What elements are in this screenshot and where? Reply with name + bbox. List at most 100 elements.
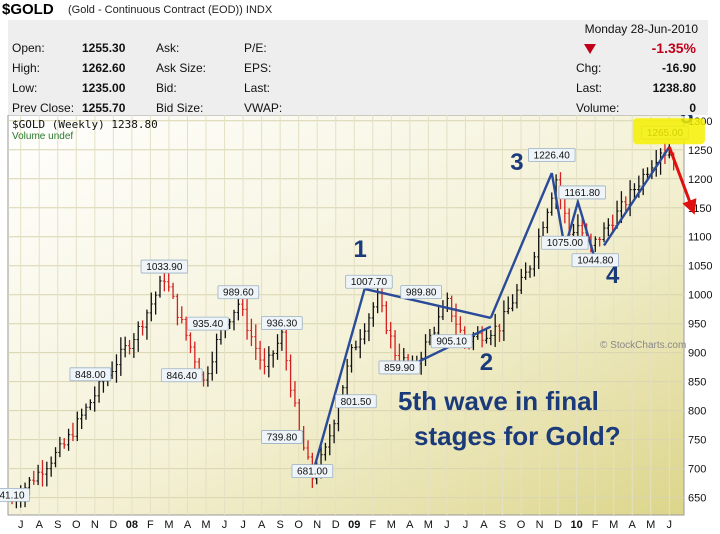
price-bar: [323, 442, 328, 461]
y-tick-label: 700: [688, 464, 706, 476]
price-bar: [515, 283, 519, 309]
y-axis: 6507007508008509009501000105011001150120…: [688, 116, 712, 505]
y-tick-label: 950: [688, 319, 706, 331]
price-bar: [136, 321, 140, 352]
price-bar: [236, 297, 240, 321]
price-bar: [537, 228, 541, 270]
price-bar: [140, 320, 145, 336]
price-label-text: 848.00: [75, 370, 106, 381]
price-bar: [84, 403, 88, 420]
x-tick-label: O: [72, 519, 81, 531]
price-label-text: 739.80: [267, 433, 298, 444]
down-arrow-icon: [584, 44, 596, 54]
price-bar: [328, 424, 332, 456]
y-tick-label: 900: [688, 348, 706, 360]
x-tick-label: N: [313, 519, 321, 531]
price-bar: [258, 340, 262, 370]
price-bar: [349, 344, 354, 373]
price-label-box: [187, 316, 229, 331]
price-label-box: [160, 368, 203, 383]
price-label-text: 1033.90: [146, 262, 183, 273]
x-tick-label: A: [258, 519, 266, 531]
wave-number: 1: [354, 236, 367, 263]
price-bar: [624, 196, 628, 212]
y-tick-label: 1250: [688, 145, 712, 157]
x-tick-label: S: [54, 519, 61, 531]
price-bar: [75, 411, 79, 442]
price-bar: [149, 292, 153, 322]
price-label-box: [217, 285, 260, 300]
open-value: 1255.30: [82, 41, 126, 55]
y-tick-label: 650: [688, 493, 706, 505]
price-bar: [184, 316, 188, 341]
price-bar: [262, 348, 267, 375]
x-tick-label: J: [444, 519, 450, 531]
price-chart: 41.10 848.00 1033.90 935.40 846.40 989.60 936.…: [0, 115, 712, 531]
price-bar: [602, 222, 606, 243]
price-bar: [389, 321, 393, 349]
price-bar: [528, 265, 532, 278]
y-tick-label: 750: [688, 435, 706, 447]
price-label-box: [140, 259, 189, 274]
price-label: 801.50: [335, 394, 377, 409]
price-bar: [371, 302, 375, 327]
last-label-left: Last:: [244, 81, 271, 95]
x-tick-label: M: [424, 519, 433, 531]
price-label-box: [430, 334, 473, 349]
price-bar: [214, 333, 219, 374]
price-bar: [593, 236, 597, 252]
price-label-text: 905.10: [436, 337, 467, 348]
price-bar: [188, 332, 193, 354]
price-label: 681.00: [291, 464, 334, 479]
legend-volume: Volume undef: [12, 131, 73, 142]
prev-close-value: 1255.70: [82, 101, 126, 115]
price-bar: [36, 464, 40, 486]
pe-label: P/E:: [244, 41, 267, 55]
price-bar: [484, 329, 489, 344]
price-label: 41.10: [0, 488, 30, 502]
price-bar: [66, 428, 71, 451]
price-bar: [598, 236, 602, 247]
price-label-box: [558, 185, 606, 200]
price-bar: [53, 447, 58, 468]
price-label-text: 989.80: [406, 288, 437, 299]
price-bar: [145, 309, 149, 340]
price-bar: [71, 422, 75, 442]
price-label: 1075.00: [541, 235, 589, 250]
price-bar: [497, 323, 502, 342]
y-tick-label: 1050: [688, 261, 712, 273]
price-label-text: 989.60: [223, 288, 254, 299]
price-label-text: 859.90: [384, 363, 415, 374]
x-tick-label: S: [499, 519, 506, 531]
price-bar: [114, 354, 119, 383]
price-bar: [175, 293, 180, 326]
x-tick-label: J: [18, 519, 24, 531]
watermark: © StockCharts.com: [600, 340, 686, 351]
price-label-box: [261, 316, 303, 331]
price-bar: [167, 270, 171, 292]
price-bar: [519, 268, 523, 294]
price-bar: [49, 456, 53, 477]
x-tick-label: A: [406, 519, 414, 531]
y-tick-label: 1000: [688, 290, 712, 302]
price-bar: [358, 329, 362, 359]
x-tick-label: N: [91, 519, 99, 531]
percent-change: -1.35%: [651, 40, 696, 56]
x-tick-label: O: [294, 519, 303, 531]
price-bar: [267, 346, 271, 378]
price-label-text: 935.40: [193, 319, 224, 330]
x-tick-label: N: [536, 519, 544, 531]
price-label: 936.30: [261, 316, 303, 331]
prev-close-label: Prev Close:: [12, 101, 75, 115]
price-bar: [40, 460, 45, 487]
x-tick-label: S: [276, 519, 283, 531]
volume-value: 0: [689, 101, 696, 115]
wave-line: [602, 146, 671, 247]
y-tick-label: 1100: [688, 232, 712, 244]
price-label: 859.90: [378, 360, 421, 375]
price-bar: [206, 366, 210, 387]
last-label-right: Last:: [576, 81, 603, 95]
wave-number: 3: [510, 149, 523, 176]
price-bar: [393, 330, 397, 362]
ask-size-label: Ask Size:: [156, 61, 207, 75]
